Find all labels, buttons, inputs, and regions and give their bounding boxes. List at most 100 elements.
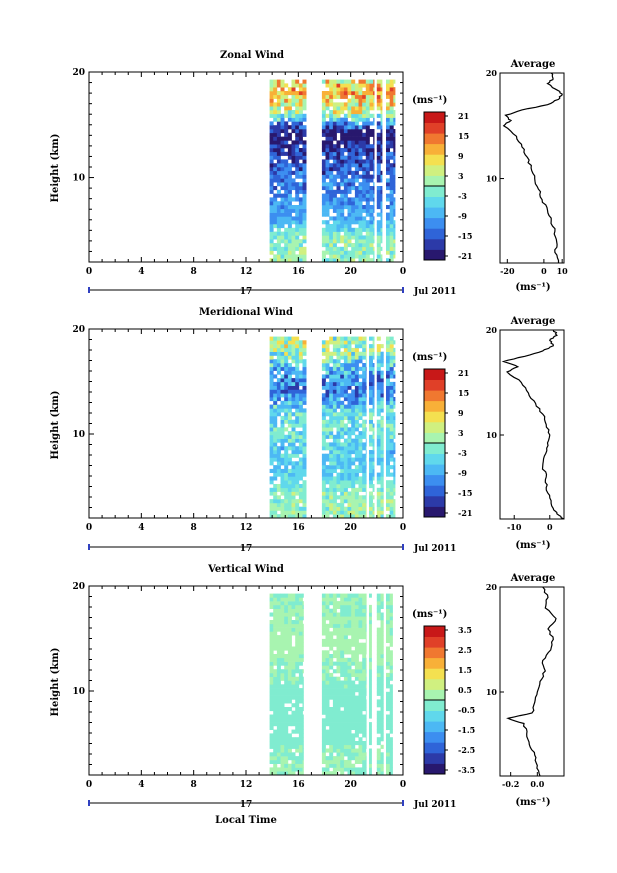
heatmap-cell — [284, 193, 289, 198]
heatmap-cell — [351, 340, 356, 345]
heatmap-cell — [365, 672, 367, 677]
heatmap-cell — [284, 597, 289, 602]
heatmap-cell — [276, 695, 281, 700]
heatmap-cell — [343, 148, 348, 153]
heatmap-cell — [389, 707, 393, 712]
heatmap-cell — [386, 714, 390, 719]
heatmap-cell — [332, 438, 337, 443]
heatmap-cell — [362, 178, 367, 183]
heatmap-cell — [340, 514, 345, 519]
heatmap-cell — [376, 741, 381, 746]
heatmap-cell — [340, 608, 345, 613]
heatmap-cell — [298, 672, 303, 677]
heatmap-cell — [287, 170, 292, 175]
heatmap-cell — [340, 366, 345, 371]
heatmap-cell — [298, 484, 303, 489]
colorbar-segment — [424, 636, 445, 648]
heatmap-cell — [276, 623, 281, 628]
heatmap-cell — [336, 397, 341, 402]
heatmap-cell — [321, 733, 326, 738]
heatmap-cell — [358, 359, 363, 364]
heatmap-cell — [336, 487, 341, 492]
heatmap-cell — [295, 419, 300, 424]
heatmap-cell — [354, 227, 359, 232]
heatmap-cell — [280, 246, 285, 251]
heatmap-cell — [389, 495, 394, 500]
heatmap-cell — [358, 98, 363, 103]
heatmap-cell — [284, 347, 289, 352]
heatmap-cell — [365, 487, 367, 492]
heatmap-cell — [369, 680, 372, 685]
heatmap-cell — [287, 408, 292, 413]
heatmap-cell — [273, 476, 278, 481]
heatmap-cell — [389, 729, 393, 734]
heatmap-cell — [298, 140, 303, 145]
heatmap-cell — [389, 197, 394, 202]
heatmap-cell — [393, 174, 396, 179]
heatmap-cell — [354, 771, 359, 776]
average-line — [501, 329, 565, 520]
heatmap-cell — [298, 620, 303, 625]
heatmap-cell — [273, 197, 278, 202]
heatmap-cell — [302, 178, 307, 183]
heatmap-cell — [302, 699, 304, 704]
heatmap-cell — [343, 404, 348, 409]
heatmap-cell — [295, 125, 300, 130]
average-frame — [499, 329, 565, 520]
heatmap-cell — [336, 472, 341, 477]
heatmap-cell — [332, 151, 337, 156]
heatmap-cell — [372, 393, 375, 398]
heatmap-cell — [372, 389, 375, 394]
heatmap-cell — [284, 480, 289, 485]
heatmap-cell — [302, 189, 307, 194]
heatmap-cell — [329, 695, 334, 700]
heatmap-cell — [369, 646, 372, 651]
heatmap-cell — [332, 182, 337, 187]
heatmap-cell — [362, 654, 367, 659]
heatmap-cell — [276, 136, 281, 141]
heatmap-cell — [302, 235, 307, 240]
heatmap-cell — [362, 510, 367, 515]
heatmap-cell — [291, 487, 296, 492]
heatmap-cell — [373, 167, 375, 172]
heatmap-cell — [336, 186, 341, 191]
heatmap-cell — [269, 224, 274, 229]
heatmap-cell — [302, 722, 304, 727]
heatmap-cell — [365, 612, 367, 617]
heatmap-cell — [354, 201, 359, 206]
heatmap-cell — [340, 355, 345, 360]
heatmap-cell — [386, 657, 390, 662]
heatmap-cell — [354, 688, 359, 693]
heatmap-cell — [393, 98, 396, 103]
heatmap-cell — [325, 638, 330, 643]
heatmap-cell — [269, 623, 274, 628]
heatmap-cell — [291, 355, 296, 360]
heatmap-cell — [389, 480, 394, 485]
heatmap-cell — [376, 170, 381, 175]
heatmap-cell — [362, 243, 367, 248]
heatmap-cell — [376, 756, 381, 761]
heatmap-cell — [369, 672, 372, 677]
heatmap-cell — [369, 593, 372, 598]
heatmap-cell — [298, 117, 303, 122]
heatmap-cell — [362, 601, 367, 606]
heatmap-cell — [298, 182, 303, 187]
heatmap-cell — [362, 487, 367, 492]
heatmap-cell — [354, 612, 359, 617]
heatmap-cell — [362, 767, 367, 772]
heatmap-cell — [354, 144, 359, 149]
heatmap-cell — [280, 216, 285, 221]
colorbar-tick-label: -15 — [458, 488, 472, 498]
heatmap-cell — [325, 151, 330, 156]
heatmap-cell — [287, 106, 292, 111]
heatmap-cell — [340, 404, 345, 409]
heatmap-cell — [284, 465, 289, 470]
heatmap-cell — [273, 113, 278, 118]
heatmap-cell — [298, 612, 303, 617]
heatmap-cell — [354, 707, 359, 712]
heatmap-cell — [298, 389, 303, 394]
heatmap-cell — [276, 359, 281, 364]
heatmap-cell — [295, 98, 300, 103]
heatmap-cell — [302, 676, 304, 681]
heatmap-cell — [386, 450, 390, 455]
